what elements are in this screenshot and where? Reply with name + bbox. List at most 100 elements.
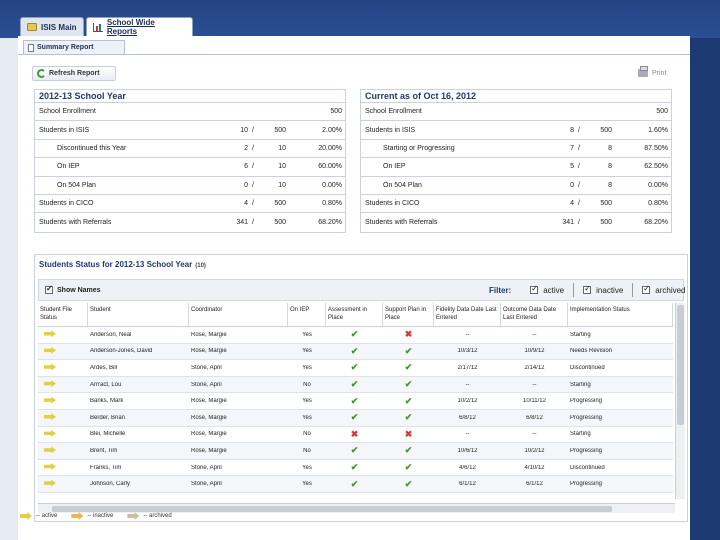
stats-separator: / <box>578 144 580 152</box>
stats-total: 500 <box>600 200 612 208</box>
stats-total: 10 <box>278 144 286 152</box>
active-file-icon[interactable] <box>44 463 56 471</box>
coordinator-cell: Stone, April <box>191 381 222 388</box>
table-row[interactable]: Blei, Michelle Rose, Margie No ✖ ✖ -- -- Starti… <box>38 427 673 444</box>
table-row[interactable]: Berder, Brian Rose, Margie Yes ✔ ✔ 6/8/12 6/8/… <box>38 409 673 427</box>
stats-row: Students in ISIS 10 / 500 2.00% <box>35 121 345 140</box>
file-status-cell[interactable] <box>38 380 88 389</box>
check-icon: ✔ <box>404 379 413 390</box>
file-status-cell[interactable] <box>38 330 88 339</box>
column-header[interactable]: On IEP <box>288 303 326 326</box>
file-status-cell[interactable] <box>38 396 88 406</box>
column-header[interactable]: Outcome Data Date Last Entered <box>501 303 568 326</box>
file-status-cell[interactable] <box>38 363 88 372</box>
refresh-report-button[interactable]: Refresh Report <box>32 66 116 81</box>
show-names-checkbox[interactable] <box>45 284 53 294</box>
iep-cell: Yes <box>302 481 312 488</box>
subtab-label: Summary Report <box>37 44 94 51</box>
horizontal-scrollbar[interactable] <box>38 503 675 513</box>
tab-school-wide-reports[interactable]: School Wide Reports <box>86 17 193 36</box>
active-file-icon[interactable] <box>44 446 56 454</box>
stats-label: Students with Referrals <box>39 219 112 227</box>
stats-percent: 62.50% <box>644 163 668 171</box>
implementation-status-cell: Progressing <box>570 481 603 488</box>
outcome-date-cell: 10/9/12 <box>524 348 545 355</box>
active-file-icon[interactable] <box>44 346 56 354</box>
student-cell: Franks, Tim <box>90 464 122 471</box>
status-filter: Filter: active inactive archived <box>489 283 686 297</box>
stats-row: On 504 Plan 0 / 10 0.00% <box>35 177 345 195</box>
check-icon: ✔ <box>350 329 359 340</box>
active-file-icon[interactable] <box>44 479 56 487</box>
filter-inactive-checkbox[interactable] <box>583 284 592 294</box>
stats-separator: / <box>578 181 580 189</box>
filter-archived-checkbox[interactable] <box>642 284 651 294</box>
stats-separator: / <box>578 163 580 171</box>
table-row[interactable]: Johnson, Carly Stone, April Yes ✔ ✔ 6/1/12 6/1… <box>38 476 673 493</box>
check-icon: ✔ <box>404 445 413 456</box>
column-header[interactable]: Student File Status <box>38 303 88 326</box>
stats-label: Discontinued this Year <box>57 144 127 152</box>
fidelity-date-cell: -- <box>465 431 470 438</box>
table-row[interactable]: Ardes, Bill Stone, April Yes ✔ ✔ 2/17/12 2/14/… <box>38 360 673 377</box>
column-header[interactable]: Implementation Status <box>568 303 673 326</box>
active-file-icon[interactable] <box>44 396 56 404</box>
table-row[interactable]: Brent, Tim Rose, Margie No ✔ ✔ 10/6/12 10/2/12… <box>38 443 673 460</box>
column-header[interactable]: Student <box>88 303 189 326</box>
table-row[interactable]: Anderson-Jones, David Rose, Margie Yes ✔ ✔ 10… <box>38 343 673 361</box>
cross-icon: ✖ <box>350 428 359 439</box>
stats-total: 500 <box>600 219 612 227</box>
support-cell: ✖ <box>383 429 434 440</box>
table-row[interactable]: Franks, Tim Stone, April Yes ✔ ✔ 4/6/12 4/10/1… <box>38 460 673 477</box>
scroll-thumb[interactable] <box>677 305 684 425</box>
show-names-toggle[interactable]: Show Names <box>45 284 101 294</box>
tab-isis-main[interactable]: ISIS Main <box>20 17 84 36</box>
iep-cell: No <box>303 381 311 388</box>
file-status-cell[interactable] <box>38 446 88 455</box>
coordinator-cell: Stone, April <box>191 364 222 371</box>
active-file-icon[interactable] <box>44 380 56 388</box>
active-file-icon[interactable] <box>44 429 56 437</box>
column-header[interactable]: Assessment in Place <box>326 303 383 326</box>
fidelity-date-cell: -- <box>465 331 470 338</box>
stats-percent: 500 <box>330 108 342 116</box>
iep-cell: Yes <box>302 464 312 471</box>
table-row[interactable]: Banks, Mark Rose, Margie Yes ✔ ✔ 10/2/12 10/11… <box>38 393 673 410</box>
implementation-status-cell: Progressing <box>570 447 603 454</box>
table-row[interactable]: Arrract, Lou Stone, April No ✔ ✔ -- -- Starting <box>38 376 673 394</box>
check-icon: ✔ <box>404 395 413 406</box>
student-cell: Ardes, Bill <box>90 364 118 371</box>
fidelity-date-cell: -- <box>465 381 470 388</box>
active-file-icon[interactable] <box>44 413 56 421</box>
student-cell: Brent, Tim <box>90 447 118 454</box>
column-header[interactable]: Support Plan in Place <box>383 303 434 326</box>
scroll-thumb[interactable] <box>52 506 612 512</box>
file-status-cell[interactable] <box>38 346 88 356</box>
table-row[interactable]: Anderson, Neal Rose, Margie Yes ✔ ✖ -- -- Start… <box>38 327 673 344</box>
support-cell: ✔ <box>383 346 434 357</box>
cross-icon: ✖ <box>404 428 413 439</box>
print-button[interactable]: Print <box>638 66 666 77</box>
file-status-cell[interactable] <box>38 429 88 439</box>
stats-separator: / <box>252 144 254 152</box>
filter-active-checkbox[interactable] <box>530 284 539 294</box>
file-status-cell[interactable] <box>38 463 88 472</box>
file-status-cell[interactable] <box>38 479 88 489</box>
active-file-icon[interactable] <box>44 330 56 338</box>
active-file-icon[interactable] <box>44 363 56 371</box>
subtab-summary-report[interactable]: Summary Report <box>23 40 125 54</box>
outcome-date-cell: -- <box>532 331 537 338</box>
support-cell: ✖ <box>383 329 434 340</box>
fidelity-date-cell: 10/2/12 <box>457 398 478 405</box>
stats-count: 341 <box>562 219 574 227</box>
legend-inactive-label: -- inactive <box>87 513 114 519</box>
coordinator-cell: Rose, Margie <box>191 431 227 438</box>
check-icon: ✔ <box>350 345 359 356</box>
column-header[interactable]: Coordinator <box>189 303 288 326</box>
stats-total: 8 <box>608 144 612 152</box>
file-status-cell[interactable] <box>38 413 88 422</box>
column-header[interactable]: Fidelity Data Date Last Entered <box>434 303 501 326</box>
support-cell: ✔ <box>383 412 434 423</box>
vertical-scrollbar[interactable] <box>675 303 685 499</box>
stats-separator: / <box>252 200 254 208</box>
